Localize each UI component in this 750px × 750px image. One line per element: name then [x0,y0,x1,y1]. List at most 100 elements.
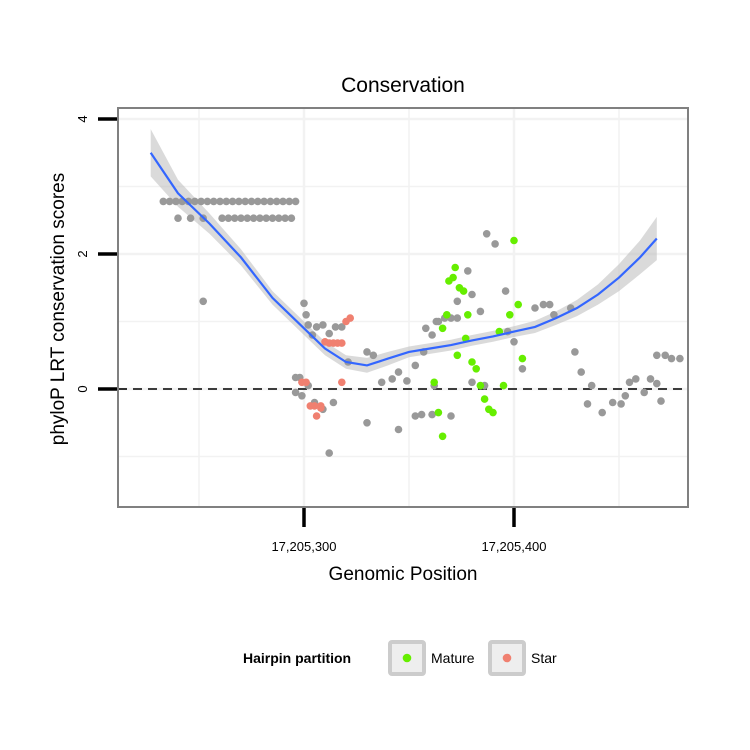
data-point-other [434,317,443,326]
data-point-other [241,197,249,206]
data-point-other [237,214,245,222]
legend-mature-dot [402,653,412,663]
legend-entry-star: Star [488,640,557,676]
data-point-other [268,214,277,222]
data-point-other [598,408,606,417]
data-point-other [275,214,283,222]
data-point-mature [438,324,447,333]
legend-entry-mature: Mature [388,640,475,676]
data-point-other [476,307,485,316]
x-tick-label: 17,205,400 [481,539,546,554]
data-point-other [657,397,665,405]
data-point-other [571,348,579,356]
data-point-other [621,392,630,400]
legend-title: Hairpin partition [243,650,351,666]
data-point-other [583,400,592,408]
data-point-other [422,324,430,333]
smooth-line [149,152,658,367]
x-axis-label: Genomic Position [329,564,478,585]
data-point-other [291,197,300,206]
data-point-other [216,197,224,206]
data-point-other [260,197,268,206]
data-point-other [256,214,264,222]
data-point-other [172,197,180,206]
data-point-other [453,297,462,306]
data-point-other [291,388,300,397]
data-point-other [608,398,617,407]
data-point-mature [480,395,489,403]
data-point-other [325,329,334,338]
data-point-other [329,398,338,407]
data-point-other [550,311,558,319]
data-point-other [653,351,661,360]
data-point-other [304,321,313,329]
data-point-other [640,388,648,397]
data-point-other [518,365,527,373]
data-point-other [417,410,426,419]
data-point-other [394,368,403,376]
data-point-other [539,300,548,309]
data-point-other [209,197,218,206]
data-point-other [253,197,262,206]
data-point-other [363,348,371,356]
panel-border [117,107,689,508]
data-point-star [346,314,355,322]
series-mature [430,236,527,441]
data-point-other [224,214,233,222]
data-point-other [545,300,554,309]
data-point-other [159,197,168,206]
data-point-mature [472,365,481,373]
data-point-other [218,214,226,222]
data-point-other [676,354,684,363]
data-point-other [279,197,287,206]
data-point-other [228,197,237,206]
data-point-other [266,197,275,206]
data-point-other [468,378,476,387]
data-point-other [482,230,491,238]
data-point-other [319,321,327,329]
data-point-other [447,412,455,420]
data-point-star [302,378,310,387]
data-point-other [312,323,321,331]
data-point-other [298,392,306,400]
data-point-other [247,197,256,206]
data-point-other [222,197,231,206]
data-point-other [617,400,625,408]
y-tick-label: 4 [75,115,90,122]
data-point-other [197,197,205,206]
data-point-other [191,197,199,206]
series-star [298,314,355,420]
data-point-other [203,197,212,206]
data-point-mature [489,408,497,417]
data-point-star [312,412,321,420]
data-point-mature [506,311,514,319]
chart-title: Conservation [341,74,465,97]
data-point-other [249,214,258,222]
data-point-mature [430,378,439,387]
data-point-star [310,402,319,410]
data-point-other [411,412,420,420]
y-axis-label: phyloP LRT conservation scores [48,173,69,446]
data-point-other [587,381,596,390]
data-point-other [281,214,289,222]
data-point-other [235,197,243,206]
data-point-mature [510,236,518,245]
data-point-other [428,410,436,419]
data-point-other [272,197,281,206]
data-point-other [302,311,310,319]
data-point-mature [499,381,508,390]
data-point-mature [449,273,457,282]
data-point-other [667,354,676,363]
data-point-other [369,351,378,360]
legend-label-star: Star [531,650,557,666]
data-point-other [186,214,195,222]
data-point-other [388,375,397,383]
data-point-other [632,375,640,383]
data-point-other [653,379,661,388]
data-point-other [377,378,386,387]
data-point-mature [438,432,447,441]
x-tick-label: 17,205,300 [271,539,336,554]
legend: Hairpin partition Mature Star [243,640,557,676]
data-point-mature [443,311,451,319]
